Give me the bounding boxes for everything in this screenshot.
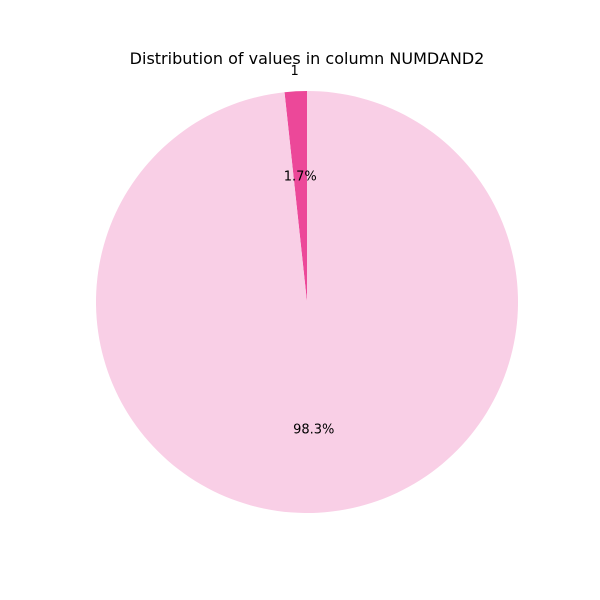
chart-title: Distribution of values in column NUMDAND… xyxy=(130,49,485,68)
pie-slice-0 xyxy=(284,91,307,302)
pie-slice-1 xyxy=(95,91,518,513)
pie-labels: 1.7% 1 98.3% xyxy=(284,64,335,437)
pie-slices xyxy=(95,91,518,513)
pie-percent-label-1: 98.3% xyxy=(293,422,334,437)
pie-percent-label-0: 1.7% xyxy=(284,170,317,185)
pie-slice-label-0: 1 xyxy=(290,64,298,79)
